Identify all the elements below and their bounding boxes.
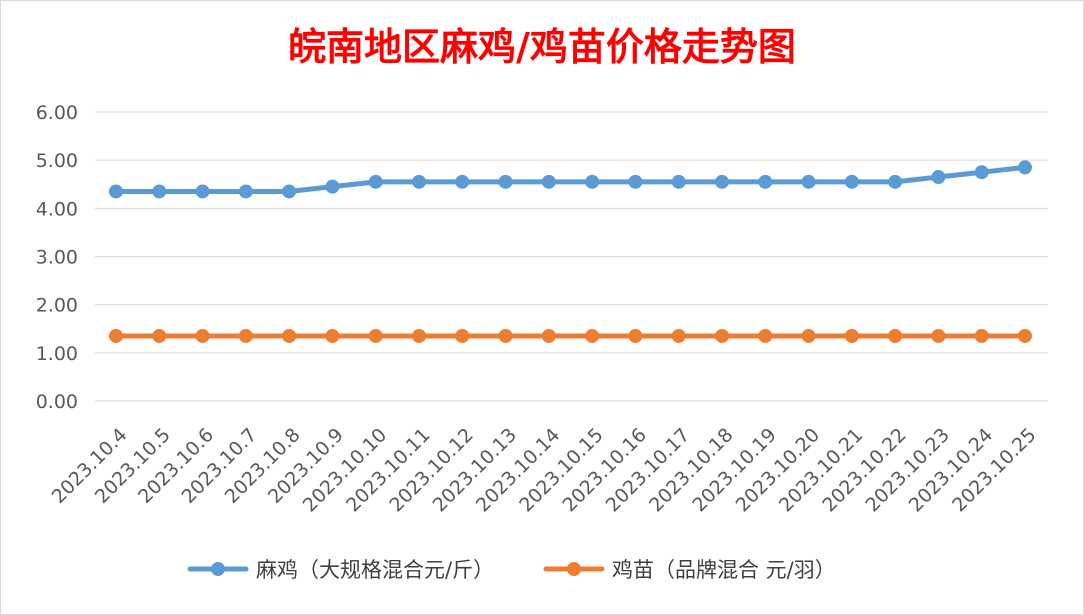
series-line: [113, 164, 1028, 194]
data-point: [195, 184, 210, 199]
legend-label: 鸡苗（品牌混合 元/羽）: [612, 558, 836, 582]
legend-label: 麻鸡（大规格混合元/斤）: [256, 558, 494, 582]
data-point: [758, 174, 773, 189]
y-tick-label: 3.00: [36, 247, 78, 269]
data-point: [195, 328, 210, 343]
data-point: [455, 174, 470, 189]
data-point: [455, 328, 470, 343]
data-point: [325, 179, 340, 194]
y-tick-label: 0.00: [36, 391, 78, 413]
data-point: [282, 328, 297, 343]
chart-title: 皖南地区麻鸡/鸡苗价格走势图: [288, 25, 796, 69]
series-2: [109, 328, 1032, 343]
data-point: [801, 328, 816, 343]
y-tick-label: 5.00: [36, 150, 78, 172]
data-point: [628, 328, 643, 343]
data-point: [931, 170, 946, 185]
data-point: [498, 328, 513, 343]
data-point: [888, 328, 903, 343]
data-point: [368, 328, 383, 343]
data-point: [541, 174, 556, 189]
data-point: [325, 328, 340, 343]
data-point: [238, 328, 253, 343]
series-1: [109, 160, 1032, 199]
data-point: [541, 328, 556, 343]
data-point: [715, 328, 729, 343]
data-point: [671, 174, 686, 189]
legend: 麻鸡（大规格混合元/斤） 鸡苗（品牌混合 元/羽）: [187, 558, 836, 582]
data-point: [888, 174, 903, 189]
data-point: [585, 328, 600, 343]
data-point: [1018, 160, 1032, 175]
data-point: [109, 328, 123, 343]
data-point: [671, 328, 686, 343]
data-point: [412, 328, 426, 343]
data-point: [152, 328, 167, 343]
data-point: [1018, 328, 1032, 343]
data-point: [585, 174, 600, 189]
data-point: [368, 174, 383, 189]
data-point: [152, 184, 167, 199]
y-axis-ticks: 0.00 1.00 2.00 3.00 4.00 5.00 6.00: [36, 102, 78, 413]
data-point: [498, 174, 513, 189]
data-point: [844, 328, 859, 343]
data-point: [109, 184, 123, 199]
y-tick-label: 6.00: [36, 102, 78, 124]
series-group: [109, 160, 1032, 343]
data-point: [844, 174, 859, 189]
y-tick-label: 1.00: [36, 343, 78, 365]
data-point: [412, 174, 426, 189]
legend-marker: [211, 562, 225, 576]
data-point: [974, 165, 989, 180]
data-point: [628, 174, 643, 189]
y-tick-label: 2.00: [36, 295, 78, 317]
data-point: [931, 328, 946, 343]
gridlines: [95, 111, 1048, 402]
data-point: [974, 328, 989, 343]
legend-marker: [567, 562, 581, 576]
legend-item: 鸡苗（品牌混合 元/羽）: [543, 558, 836, 582]
data-point: [282, 184, 297, 199]
data-point: [715, 174, 729, 189]
data-point: [758, 328, 773, 343]
legend-item: 麻鸡（大规格混合元/斤）: [187, 558, 494, 582]
data-point: [238, 184, 253, 199]
data-point: [801, 174, 816, 189]
y-tick-label: 4.00: [36, 198, 78, 220]
